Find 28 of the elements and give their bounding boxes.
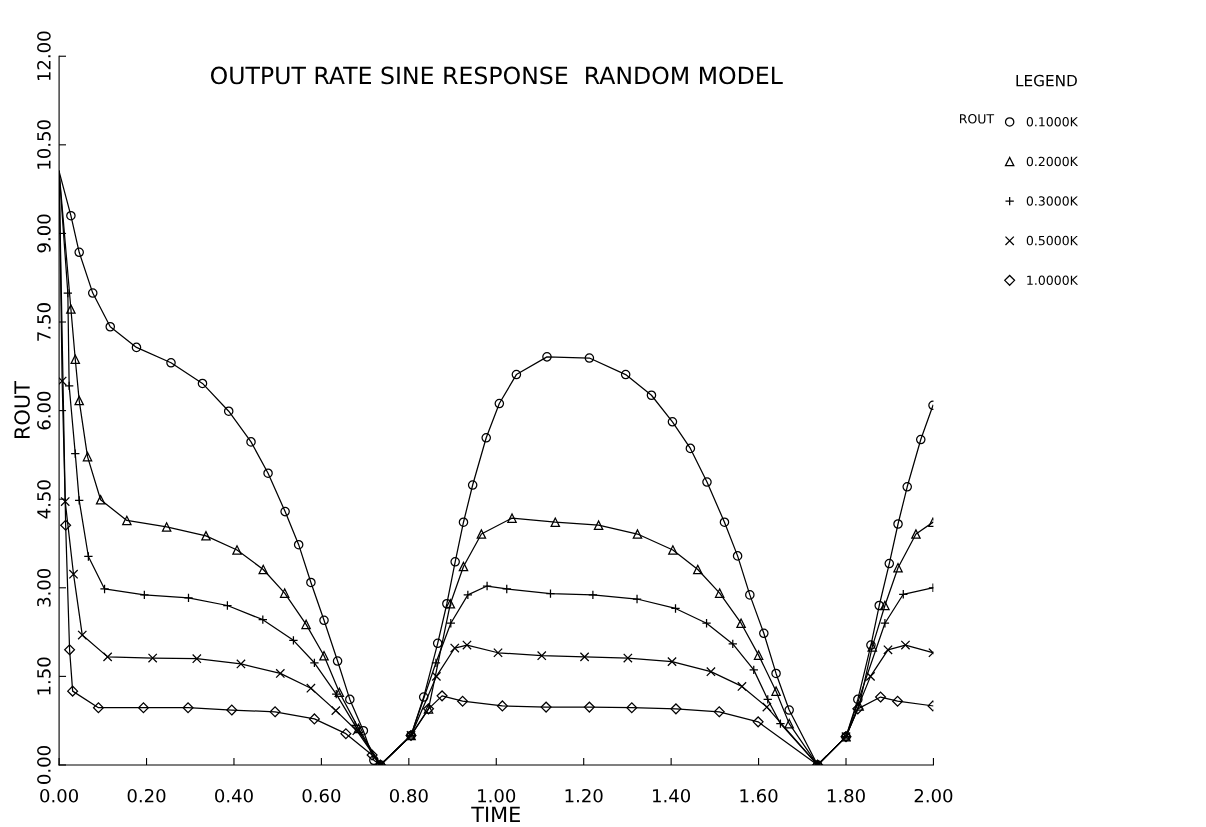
y-tick-label: 4.50: [37, 480, 51, 519]
y-tick-label: 6.00: [37, 391, 51, 430]
x-tick-label: 1.00: [478, 788, 516, 803]
x-tick-label: 0.40: [215, 788, 253, 803]
x-tick-label: 2.00: [914, 788, 953, 803]
text: ROUT: [960, 114, 995, 124]
legend-label: 0.2000K: [1026, 156, 1079, 167]
x-tick-label: 1.40: [653, 788, 691, 803]
y-axis-title: ROUT: [14, 381, 30, 438]
x-tick-label: 1.80: [827, 788, 865, 803]
x-tick-label: 0.60: [302, 788, 341, 803]
y-tick-label: 10.50: [37, 120, 51, 169]
legend-label: 1.0000K: [1027, 275, 1079, 285]
legend-title: LEGEND: [1016, 74, 1077, 87]
y-tick-label: 12.00: [37, 31, 51, 81]
legend-label: 0.5000K: [1026, 235, 1079, 246]
chart-title: OUTPUT RATE SINE RESPONSE RANDOM MODEL: [210, 66, 783, 85]
y-tick-label: 9.00: [37, 214, 51, 253]
legend-label: 0.1000K: [1026, 117, 1079, 127]
y-tick-label: 7.50: [37, 303, 51, 341]
x-tick-label: 0.80: [389, 788, 428, 803]
legend-label: 0.3000K: [1026, 196, 1079, 206]
x-tick-label: 0.20: [127, 788, 166, 803]
y-tick-label: 1.50: [37, 657, 51, 695]
x-axis-title: TIME: [471, 806, 520, 822]
y-tick-label: 3.00: [37, 568, 51, 607]
x-tick-label: 1.60: [740, 788, 778, 803]
x-tick-label: 1.20: [565, 788, 603, 803]
